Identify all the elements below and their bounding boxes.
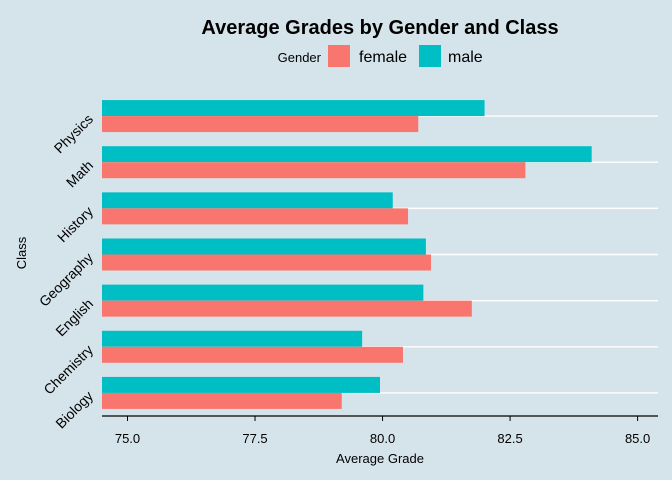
category-label-history: History [54,203,96,245]
x-tick-label: 75.0 [115,431,140,446]
legend-label-male: male [448,49,483,66]
legend-swatch-female [328,45,350,67]
y-axis-title: Class [14,236,29,269]
x-tick-label: 85.0 [625,431,650,446]
x-axis-title: Average Grade [336,451,424,466]
category-label-physics: Physics [51,111,96,156]
x-axis: 75.0 77.5 80.0 82.5 85.0 [102,415,658,446]
x-tick-label: 82.5 [497,431,522,446]
bar-female-english [102,300,472,317]
bar-male-math [102,146,592,163]
legend: Gender female male [278,45,483,67]
bar-male-physics [102,100,485,117]
bar-male-geography [102,238,426,255]
bar-female-history [102,208,409,225]
category-labels: PhysicsMathHistoryGeographyEnglishChemis… [36,111,96,432]
bar-male-chemistry [102,330,363,347]
bars [102,100,592,409]
bar-male-biology [102,376,380,393]
x-tick-label: 80.0 [370,431,395,446]
category-label-chemistry: Chemistry [40,342,96,398]
bar-male-history [102,192,393,209]
bar-female-physics [102,116,419,133]
bar-female-geography [102,254,432,271]
category-label-biology: Biology [52,388,96,432]
legend-title: Gender [278,50,322,65]
x-tick-label: 77.5 [242,431,267,446]
chart-title: Average Grades by Gender and Class [201,17,558,39]
legend-label-female: female [359,49,407,66]
bar-female-biology [102,392,342,409]
legend-swatch-male [419,45,441,67]
category-label-math: Math [63,157,96,190]
bar-female-math [102,162,526,179]
bar-female-chemistry [102,346,403,363]
category-label-english: English [52,295,96,339]
bar-male-english [102,284,424,301]
